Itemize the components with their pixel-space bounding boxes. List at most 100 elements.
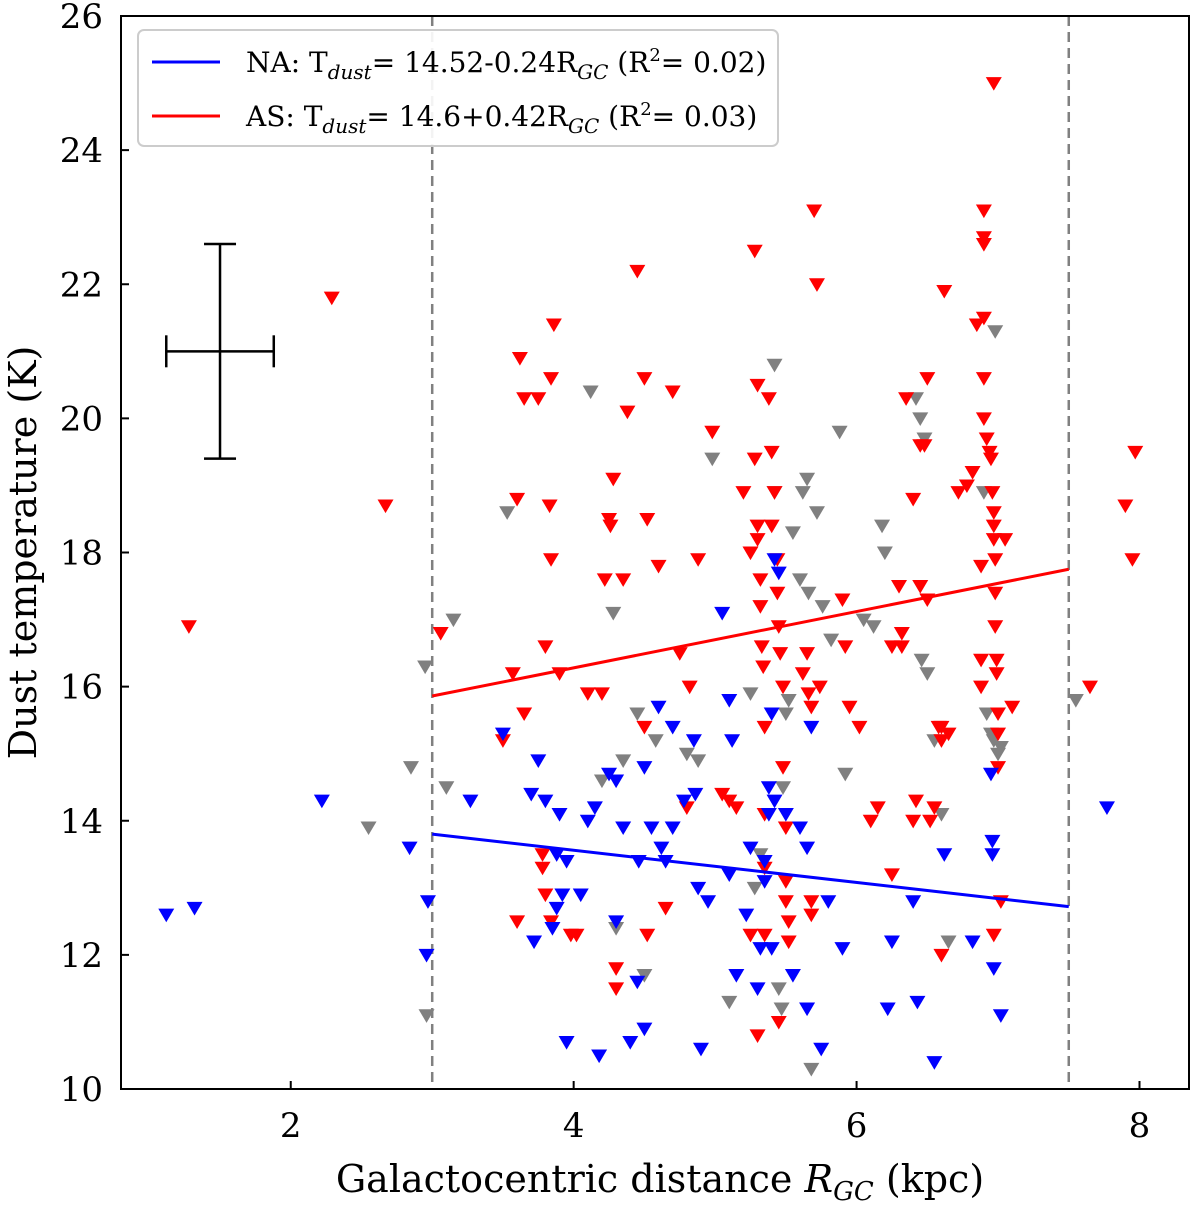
point-AS-101 — [898, 392, 915, 406]
point-AS-100 — [893, 640, 910, 654]
point-NA-64 — [803, 720, 820, 735]
point-AS-136 — [985, 533, 1002, 547]
point-NA-48 — [738, 908, 755, 923]
y-tick-label: 24 — [60, 131, 103, 171]
point-AS-109 — [926, 801, 943, 815]
point-AS-72 — [775, 680, 792, 695]
plot-frame — [120, 15, 1190, 1090]
point-other-31 — [794, 486, 811, 500]
legend-label-NA: NA: Tdust= 14.52-0.24RGC (R2= 0.02) — [246, 45, 766, 84]
point-NA-45 — [721, 868, 738, 882]
point-AS-129 — [975, 412, 992, 426]
point-AS-12 — [543, 372, 560, 386]
point-NA-54 — [760, 808, 777, 822]
point-NA-80 — [1098, 801, 1115, 815]
point-NA-52 — [756, 875, 773, 889]
point-AS-81 — [763, 519, 780, 534]
point-AS-134 — [985, 506, 1002, 520]
point-AS-115 — [933, 948, 950, 963]
point-other-18 — [721, 995, 738, 1010]
point-NA-51 — [752, 942, 769, 956]
point-AS-127 — [975, 311, 992, 326]
point-NA-63 — [799, 841, 816, 856]
point-AS-106 — [916, 439, 933, 453]
point-NA-53 — [756, 854, 773, 869]
point-NA-14 — [548, 901, 565, 916]
point-NA-67 — [834, 942, 851, 956]
point-NA-59 — [777, 808, 794, 822]
point-other-29 — [784, 526, 801, 540]
point-AS-75 — [777, 875, 794, 889]
point-AS-94 — [841, 700, 858, 715]
point-AS-133 — [984, 486, 1001, 500]
point-NA-43 — [700, 895, 717, 909]
point-NA-65 — [813, 1042, 830, 1057]
point-AS-56 — [749, 533, 766, 547]
point-NA-56 — [766, 794, 783, 809]
point-NA-24 — [608, 774, 625, 789]
point-AS-66 — [760, 392, 777, 406]
point-other-38 — [831, 425, 848, 440]
point-NA-55 — [763, 942, 780, 956]
point-NA-66 — [820, 895, 837, 909]
point-other-9 — [605, 606, 622, 621]
point-AS-38 — [639, 928, 656, 943]
point-AS-87 — [803, 895, 820, 909]
point-AS-7 — [511, 352, 528, 366]
point-other-35 — [808, 506, 825, 520]
point-other-0 — [360, 821, 377, 836]
point-other-50 — [933, 808, 950, 822]
point-AS-151 — [973, 653, 990, 668]
point-NA-10 — [530, 754, 547, 768]
point-AS-34 — [629, 264, 646, 279]
point-NA-12 — [544, 922, 561, 936]
point-NA-2 — [313, 794, 330, 809]
y-axis-title: Dust temperature (K) — [1, 346, 45, 760]
point-NA-13 — [548, 848, 565, 862]
point-AS-88 — [803, 908, 820, 923]
point-other-39 — [837, 767, 854, 782]
point-AS-95 — [869, 801, 886, 815]
x-axis-title: Galactocentric distance RGC (kpc) — [336, 1157, 984, 1207]
point-AS-2 — [377, 499, 394, 514]
fit-line-NA — [432, 832, 1069, 909]
point-NA-11 — [537, 794, 554, 809]
point-AS-156 — [1127, 445, 1144, 460]
point-NA-3 — [401, 841, 418, 856]
legend-label-AS: AS: Tdust= 14.6+0.42RGC (R2= 0.03) — [245, 99, 757, 138]
y-tick-label: 20 — [60, 399, 103, 439]
point-NA-37 — [664, 821, 681, 836]
point-AS-104 — [912, 580, 929, 594]
point-AS-85 — [800, 687, 817, 701]
point-AS-86 — [803, 700, 820, 715]
point-NA-40 — [687, 787, 704, 802]
point-NA-72 — [926, 1056, 943, 1070]
point-other-20 — [746, 881, 763, 896]
point-AS-45 — [690, 553, 707, 567]
point-other-3 — [418, 1009, 435, 1023]
point-AS-46 — [704, 425, 721, 440]
point-NA-44 — [714, 606, 731, 621]
point-other-43 — [876, 546, 893, 561]
point-other-24 — [770, 982, 787, 997]
point-NA-71 — [909, 995, 926, 1010]
point-other-59 — [1067, 694, 1084, 708]
point-other-19 — [742, 687, 759, 701]
point-NA-15 — [551, 808, 568, 822]
legend-box — [137, 29, 779, 147]
point-NA-16 — [554, 888, 571, 903]
point-AS-54 — [749, 378, 766, 393]
point-AS-121 — [907, 794, 924, 809]
point-other-46 — [913, 653, 930, 668]
point-AS-112 — [933, 734, 950, 748]
point-AS-148 — [997, 533, 1014, 547]
point-other-1 — [402, 761, 419, 775]
point-other-56 — [987, 325, 1004, 339]
point-NA-41 — [690, 881, 707, 896]
point-NA-69 — [883, 935, 900, 950]
y-tick-label: 16 — [60, 668, 103, 708]
point-AS-29 — [605, 472, 622, 487]
point-AS-142 — [990, 707, 1007, 722]
point-NA-5 — [418, 948, 435, 963]
